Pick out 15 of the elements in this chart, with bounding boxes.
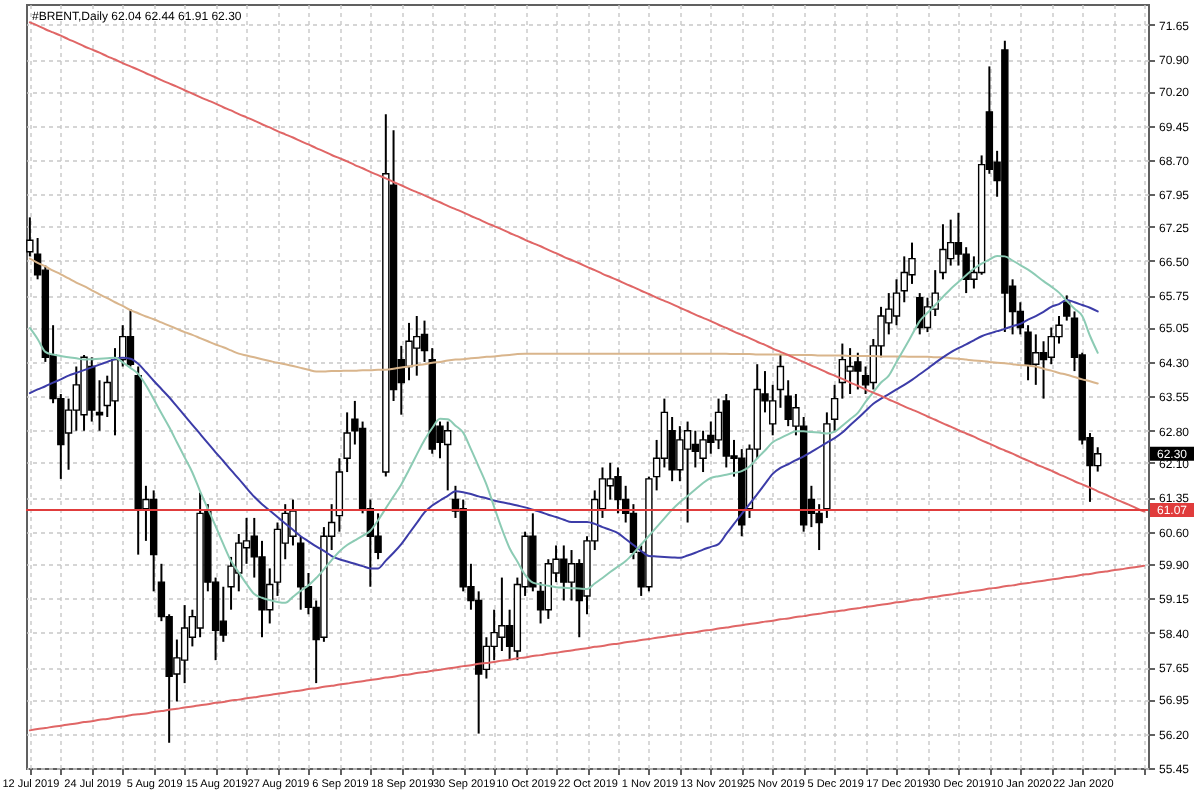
- candlestick: [88, 356, 96, 423]
- candlestick: [699, 429, 707, 474]
- candlestick: [683, 420, 692, 524]
- line-series: [28, 21, 1146, 513]
- candlestick: [614, 466, 622, 515]
- candlestick: [567, 549, 576, 602]
- candlestick: [606, 461, 614, 501]
- candlestick: [498, 576, 506, 652]
- candlestick: [560, 544, 568, 602]
- candlestick: [714, 397, 723, 451]
- candlestick: [444, 420, 452, 492]
- line-series: [28, 564, 1146, 732]
- candlestick: [413, 315, 421, 377]
- candlestick: [846, 347, 854, 396]
- candlestick: [854, 351, 862, 391]
